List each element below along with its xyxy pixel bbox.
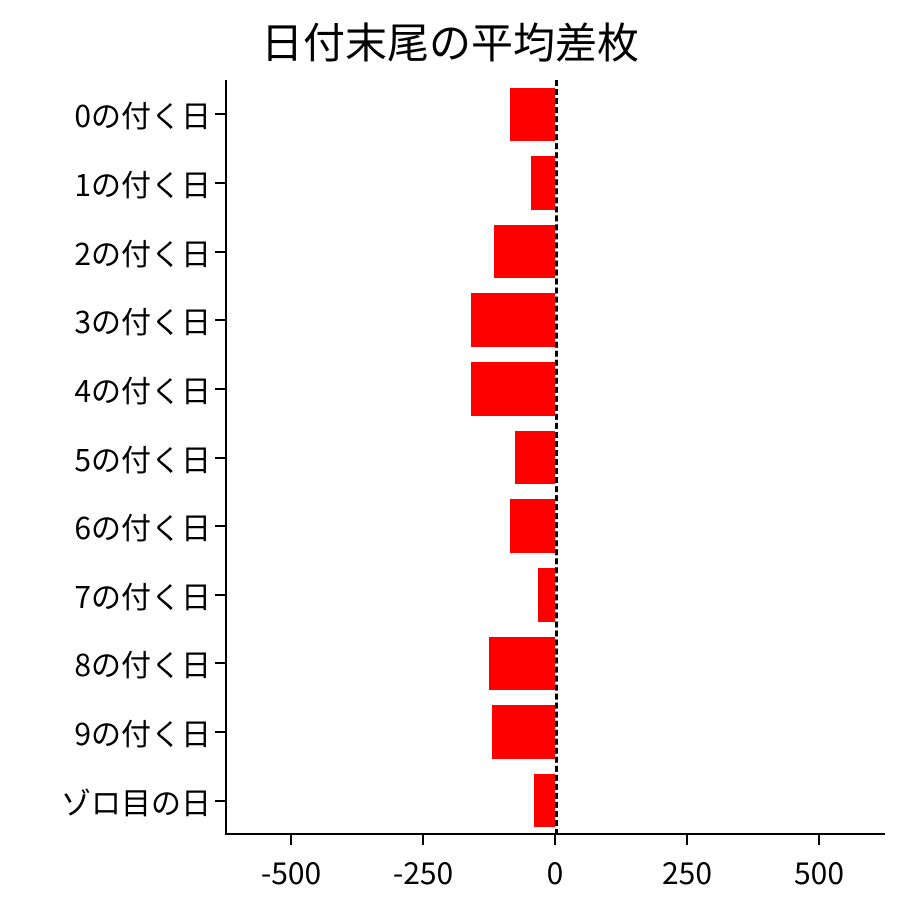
bar <box>538 568 555 622</box>
zero-line <box>555 80 558 835</box>
x-axis-label: 0 <box>547 849 564 893</box>
y-axis-label: 0の付く日 <box>74 92 211 136</box>
x-tick <box>290 835 292 845</box>
y-axis-label: 1の付く日 <box>74 161 211 205</box>
x-axis-label: 500 <box>794 849 844 893</box>
x-tick <box>818 835 820 845</box>
chart-container: 日付末尾の平均差枚 0の付く日 1の付く日 2の付く日 3の付く日 4の付く日 5の付く日… <box>0 0 900 900</box>
y-tick <box>215 388 225 390</box>
y-tick <box>215 182 225 184</box>
bar <box>492 705 555 759</box>
bar <box>510 499 555 553</box>
bar <box>531 156 555 210</box>
chart-title: 日付末尾の平均差枚 <box>0 10 900 71</box>
bar <box>515 431 555 485</box>
x-tick <box>686 835 688 845</box>
y-axis-label: 4の付く日 <box>74 367 211 411</box>
y-axis-label: 3の付く日 <box>74 298 211 342</box>
x-axis-label: -500 <box>261 849 321 893</box>
bar <box>489 637 555 691</box>
bar <box>471 293 555 347</box>
x-tick <box>554 835 556 845</box>
y-tick <box>215 800 225 802</box>
y-axis-label: 2の付く日 <box>74 230 211 274</box>
y-tick <box>215 251 225 253</box>
y-tick <box>215 594 225 596</box>
plot-area <box>225 80 885 835</box>
y-tick <box>215 731 225 733</box>
y-axis-label: 8の付く日 <box>74 641 211 685</box>
x-axis-label: -250 <box>393 849 453 893</box>
y-tick <box>215 525 225 527</box>
y-axis-label: 5の付く日 <box>74 436 211 480</box>
y-axis-label: 6の付く日 <box>74 504 211 548</box>
y-axis-label: 7の付く日 <box>74 573 211 617</box>
bar <box>534 774 555 828</box>
y-axis-label: 9の付く日 <box>74 710 211 754</box>
x-axis-label: 250 <box>662 849 712 893</box>
bar <box>494 225 555 279</box>
bar <box>510 88 555 142</box>
bar <box>471 362 555 416</box>
x-tick <box>422 835 424 845</box>
y-tick <box>215 662 225 664</box>
y-tick <box>215 319 225 321</box>
y-tick <box>215 457 225 459</box>
y-tick <box>215 113 225 115</box>
y-axis-label: ゾロ目の日 <box>61 779 211 823</box>
